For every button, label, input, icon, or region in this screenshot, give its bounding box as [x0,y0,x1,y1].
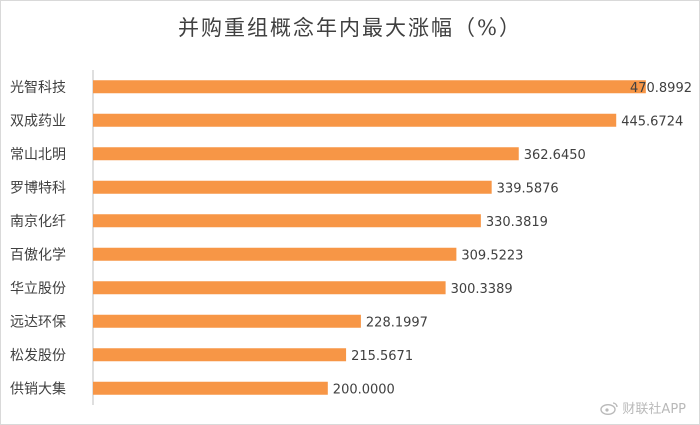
category-label: 百傲化学 [10,247,66,263]
watermark: 财联社APP [600,398,686,417]
category-label: 光智科技 [10,80,66,96]
bars-layer: 光智科技 470.8992 双成药业 445.6724 常山北明 362.6450 罗博特科… [10,80,692,398]
data-label: 309.5223 [461,248,523,263]
bar [93,281,446,295]
bar [93,314,361,328]
data-label: 215.5671 [351,349,413,364]
bar [93,147,519,161]
data-label: 339.5876 [497,181,559,196]
data-label: 330.3819 [486,215,548,230]
bar [93,247,457,261]
category-label: 松发股份 [10,348,66,364]
data-label: 470.8992 [630,81,692,96]
chart-title: 并购重组概念年内最大涨幅（%） [178,16,522,40]
category-label: 双成药业 [10,113,66,129]
bar [93,180,492,194]
category-label: 南京化纤 [10,214,66,230]
bar [93,214,481,228]
category-label: 常山北明 [10,147,66,163]
bar [93,80,646,94]
data-label: 228.1997 [366,315,428,330]
bar [93,381,328,395]
category-label: 供销大集 [10,380,66,397]
data-label: 200.0000 [333,382,395,397]
data-label: 445.6724 [621,114,683,129]
category-label: 华立股份 [10,281,66,297]
data-label: 300.3389 [451,282,513,297]
category-label: 远达环保 [10,314,66,330]
data-label: 362.6450 [524,148,586,163]
weibo-icon [600,401,619,415]
bar [93,348,347,362]
bar [93,113,617,127]
watermark-text: 财联社APP [622,402,686,417]
category-label: 罗博特科 [10,179,66,196]
